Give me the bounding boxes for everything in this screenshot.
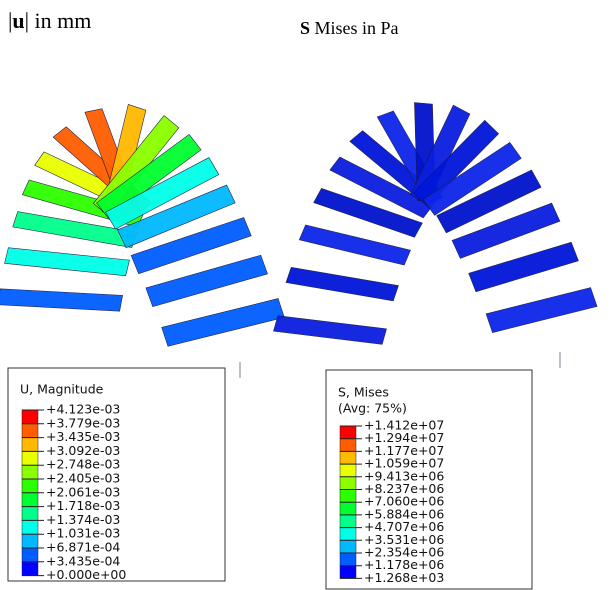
title-part: |	[8, 8, 12, 33]
mesh-plate	[105, 157, 220, 230]
legend-label: +1.031e-03	[46, 526, 120, 541]
left-title: |u| in mm	[8, 8, 91, 33]
legend-label: +3.435e-04	[46, 553, 120, 568]
legend-label: +3.435e-03	[46, 429, 120, 444]
legend-label: +6.871e-04	[46, 540, 120, 555]
legend-label: +2.405e-03	[46, 471, 120, 486]
mesh-plate	[161, 298, 285, 347]
color-band	[21, 561, 39, 576]
legend-label: +3.779e-03	[46, 415, 120, 430]
mesh-plate	[422, 142, 522, 216]
color-band	[21, 506, 39, 521]
color-band	[21, 492, 39, 507]
legend-label: +4.123e-03	[46, 402, 120, 417]
title-part: u	[12, 8, 24, 33]
legend-label: +7.060e+06	[364, 494, 444, 509]
color-band	[21, 437, 39, 452]
legend-label: +1.374e-03	[46, 512, 120, 527]
legend-label: +0.000e+00	[46, 567, 126, 582]
legend-label: +4.707e+06	[364, 519, 444, 534]
legend-label: +1.412e+07	[364, 418, 444, 433]
mesh-plate	[4, 247, 130, 277]
mesh-plate	[117, 184, 236, 249]
color-band	[339, 463, 357, 478]
mesh-plate	[0, 288, 123, 312]
color-band	[339, 514, 357, 528]
legend-label: +2.061e-03	[46, 484, 120, 499]
legend-label: +1.268e+03	[364, 570, 444, 585]
color-band	[21, 547, 39, 563]
color-band	[21, 520, 39, 535]
legend-label: +1.178e+06	[364, 557, 444, 572]
mesh-plate	[96, 134, 202, 219]
color-band	[339, 501, 357, 516]
mesh-plate	[451, 202, 561, 259]
color-band	[21, 423, 39, 438]
legend-title: U, Magnitude	[20, 382, 104, 397]
color-band	[21, 451, 39, 466]
legend-label: +2.748e-03	[46, 457, 120, 472]
color-band	[339, 476, 357, 490]
legend-subtitle: (Avg: 75%)	[338, 401, 407, 416]
mesh-images	[0, 102, 598, 378]
title-part: | in mm	[25, 8, 92, 33]
title-part: S	[300, 18, 310, 38]
legend-label: +1.177e+07	[364, 443, 444, 458]
color-band	[339, 425, 357, 439]
legend-label: +2.354e+06	[364, 545, 444, 560]
legend-label: +5.884e+06	[364, 506, 444, 521]
mesh-plate	[130, 217, 252, 275]
mesh-plate	[485, 287, 598, 333]
color-band	[21, 464, 39, 480]
color-band	[339, 565, 357, 579]
mesh-plate	[285, 266, 399, 302]
legend-label: +9.413e+06	[364, 468, 444, 483]
title-part: Mises in Pa	[310, 18, 399, 38]
legend-label: +1.294e+07	[364, 430, 444, 445]
color-band	[339, 438, 357, 452]
legend-box	[7, 367, 226, 582]
legend-label: +3.092e-03	[46, 443, 120, 458]
mesh-plate	[298, 224, 411, 266]
legend-label: +3.531e+06	[364, 532, 444, 547]
color-band	[339, 552, 357, 566]
mesh-plate	[468, 241, 579, 293]
legend-label: +1.718e-03	[46, 498, 120, 513]
right-title: S Mises in Pa	[300, 18, 399, 38]
color-band	[21, 478, 39, 494]
color-band	[339, 540, 357, 554]
color-band	[21, 533, 39, 549]
color-band	[21, 409, 39, 425]
mesh-plate	[436, 169, 542, 234]
color-band	[339, 489, 357, 503]
mesh-plate	[145, 254, 268, 308]
legend-label: +8.237e+06	[364, 481, 444, 496]
legend-title: S, Mises	[338, 385, 389, 400]
legend-label: +1.059e+07	[364, 456, 444, 471]
color-band	[339, 527, 357, 541]
color-band	[339, 451, 357, 465]
mesh-plate	[313, 187, 423, 238]
mesh-plate	[273, 315, 387, 345]
mesh-plate	[412, 119, 500, 207]
